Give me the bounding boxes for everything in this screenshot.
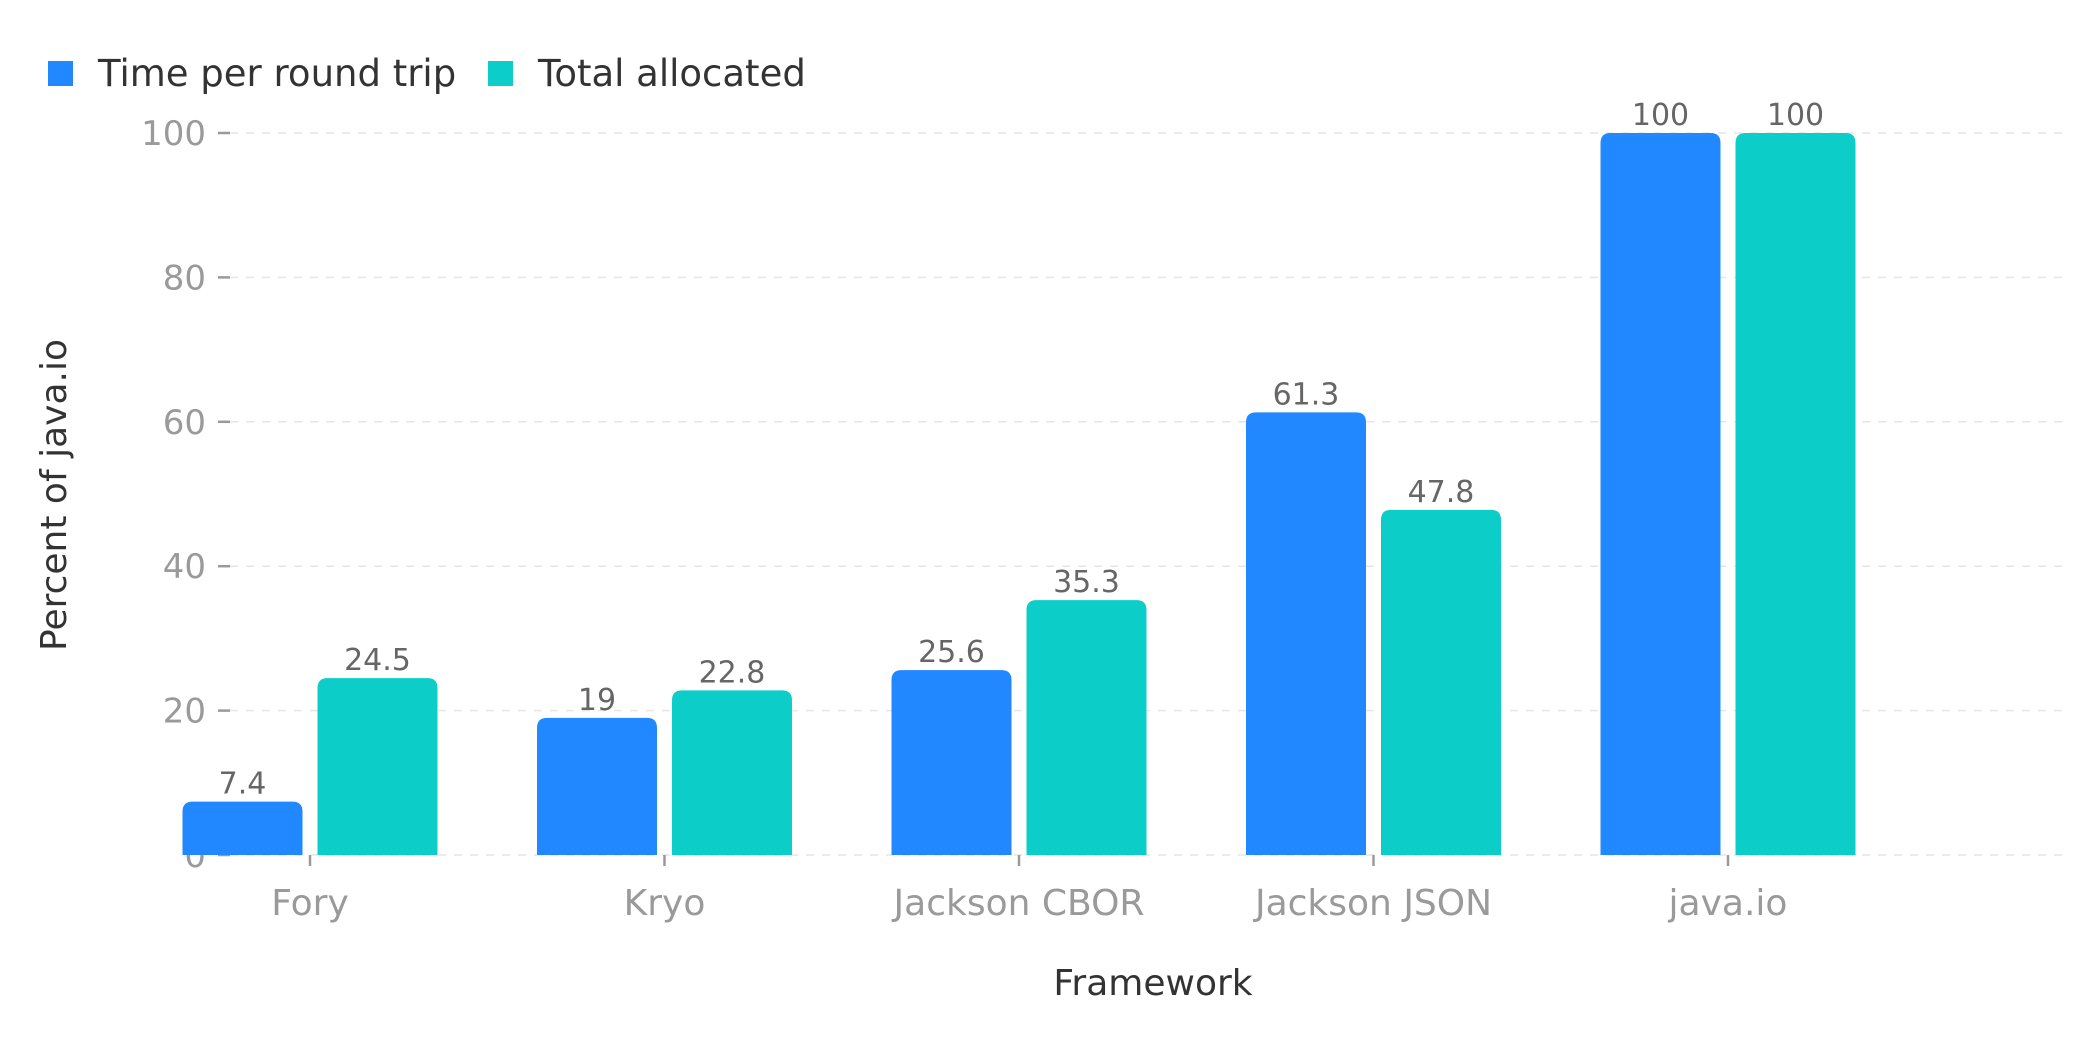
x-tick-label: java.io (1668, 883, 1788, 924)
x-tick-label: Fory (271, 883, 349, 924)
bar-total-allocated (1735, 133, 1856, 855)
y-tick-label: 20 (163, 692, 206, 732)
data-label: 24.5 (344, 643, 411, 678)
data-label: 100 (1767, 98, 1824, 133)
legend: Time per round trip Total allocated (48, 52, 806, 95)
x-axis-title: Framework (1053, 963, 1252, 1004)
legend-swatch-time-per-round-trip (48, 61, 73, 86)
data-label: 100 (1632, 98, 1689, 133)
bar-time-per-round-trip (537, 717, 657, 855)
data-label: 7.4 (219, 767, 267, 802)
bar-total-allocated (317, 678, 438, 855)
data-label: 25.6 (918, 635, 985, 670)
x-tick-label: Kryo (624, 883, 706, 924)
data-label: 19 (578, 683, 616, 718)
data-label: 47.8 (1408, 475, 1475, 510)
bar-time-per-round-trip (891, 670, 1012, 855)
data-labels: 7.4 24.5 19 22.8 25.6 35.3 61.3 47.8 100 100 (219, 98, 1824, 802)
bar-time-per-round-trip (182, 801, 303, 855)
bar-time-per-round-trip (1246, 412, 1366, 855)
y-tick-label: 40 (163, 547, 206, 587)
data-label: 35.3 (1053, 565, 1120, 600)
y-tick-label: 60 (163, 403, 206, 443)
data-label: 22.8 (699, 655, 766, 690)
y-tick-label: 80 (163, 258, 206, 298)
gridlines (230, 132, 2065, 856)
legend-label-time-per-round-trip: Time per round trip (97, 52, 456, 95)
bars (182, 133, 1856, 855)
x-tick-label: Jackson CBOR (892, 883, 1145, 924)
data-label: 61.3 (1273, 377, 1340, 412)
y-axis-title: Percent of java.io (34, 339, 75, 651)
bar-total-allocated (1381, 509, 1501, 855)
y-tick-label: 100 (141, 114, 206, 154)
bar-total-allocated (672, 690, 792, 855)
legend-label-total-allocated: Total allocated (537, 52, 806, 95)
x-tick-label: Jackson JSON (1253, 883, 1492, 924)
x-axis: Fory Kryo Jackson CBOR Jackson JSON java.io (271, 855, 1787, 924)
bar-time-per-round-trip (1600, 133, 1721, 855)
bar-total-allocated (1026, 600, 1147, 855)
legend-swatch-total-allocated (488, 61, 513, 86)
